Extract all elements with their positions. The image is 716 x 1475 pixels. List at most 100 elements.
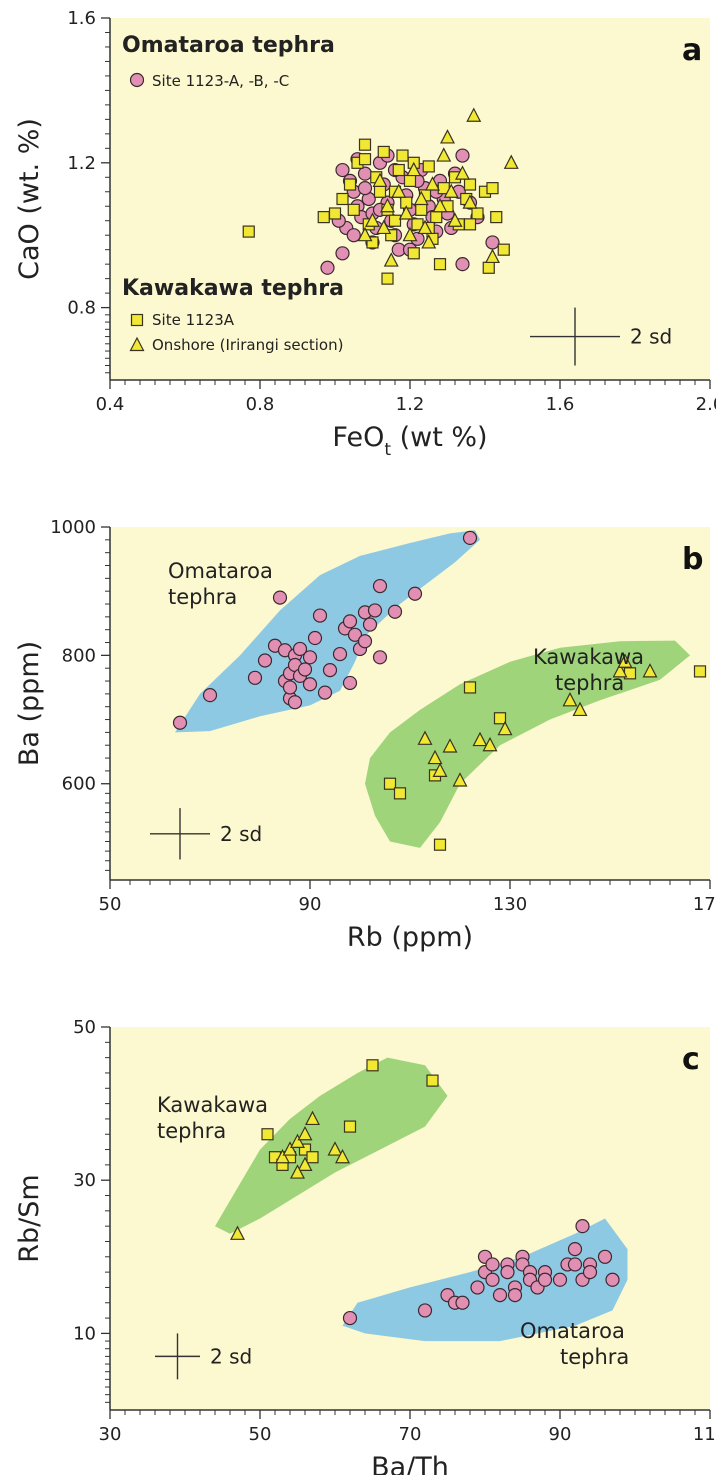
data-point-square	[373, 185, 387, 198]
data-point-circle	[347, 627, 363, 642]
data-point-circle	[335, 162, 350, 178]
data-point-triangle	[413, 190, 429, 206]
data-point-circle	[307, 630, 323, 646]
x-tick-label: 110	[693, 1424, 716, 1445]
data-point-circle	[257, 653, 273, 668]
data-point-square	[381, 272, 394, 285]
data-point-square	[343, 1120, 357, 1133]
data-point-circle	[492, 1287, 508, 1303]
data-point-circle	[342, 675, 358, 691]
data-point-triangle	[365, 212, 380, 227]
data-point-circle	[462, 530, 478, 546]
data-point-triangle	[327, 1141, 343, 1156]
data-point-triangle	[455, 165, 470, 180]
data-point-square	[471, 207, 484, 220]
data-point-circle	[272, 590, 288, 605]
data-point-triangle	[406, 161, 422, 177]
sd-label: 2 sd	[210, 1344, 252, 1368]
data-point-circle	[485, 235, 500, 250]
data-point-circle	[312, 608, 328, 623]
data-point-triangle	[503, 154, 519, 169]
x-tick-label: 0.4	[96, 394, 125, 415]
data-point-circle	[362, 617, 378, 632]
data-point-triangle	[572, 701, 588, 717]
data-point-square	[407, 247, 420, 260]
data-point-triangle	[432, 762, 448, 777]
panel-a: 0.4 0.8 1.2 1.6 2.0 0.8 1.2 1.6 FeOt (wt %) CaO (…	[14, 8, 716, 460]
x-axis-title: Ba/Th	[371, 1452, 449, 1475]
data-point-circle	[346, 228, 361, 243]
data-point-circle	[417, 1303, 433, 1318]
kawakawa-legend-entry-2: Onshore (Irirangi section)	[152, 336, 343, 354]
data-point-square	[493, 712, 507, 725]
data-point-square	[306, 1151, 319, 1164]
data-point-square	[463, 218, 477, 231]
panel-letter: c	[682, 1042, 700, 1077]
kawakawa-field	[365, 640, 690, 848]
data-point-triangle	[357, 226, 373, 242]
series-triangle	[417, 653, 658, 787]
data-point-square	[430, 211, 443, 224]
omataroa-field-label-2: tephra	[168, 585, 237, 609]
data-point-triangle	[297, 1125, 313, 1141]
data-point-circle	[302, 650, 318, 665]
data-point-triangle	[372, 172, 388, 187]
data-point-triangle	[282, 1141, 298, 1156]
data-point-triangle	[335, 1148, 350, 1164]
data-point-triangle	[417, 730, 433, 745]
data-point-square	[403, 174, 417, 187]
data-point-circle	[387, 604, 403, 619]
omataroa-field-label-1: Omataroa	[520, 1319, 625, 1343]
kawakawa-field-label-1: Kawakawa	[533, 645, 644, 669]
data-point-triangle	[290, 1133, 305, 1149]
y-axis-title: CaO (wt. %)	[14, 118, 45, 280]
x-axis-title: FeOt (wt %)	[332, 422, 487, 460]
data-point-circle	[455, 148, 470, 163]
x-axis-title: Rb (ppm)	[347, 922, 473, 953]
data-point-circle	[342, 1310, 358, 1326]
data-point-circle	[335, 246, 350, 261]
data-point-triangle	[417, 219, 433, 235]
data-point-square	[317, 211, 330, 224]
x-tick-label: 1.6	[546, 394, 575, 415]
data-point-triangle	[305, 1110, 320, 1126]
x-axis-title-unit: (wt %)	[391, 422, 488, 453]
data-point-square	[130, 313, 144, 327]
data-point-triangle	[440, 129, 455, 144]
data-point-circle	[470, 1280, 485, 1295]
data-point-square	[343, 178, 357, 191]
data-point-circle	[605, 1272, 620, 1287]
y-tick-label: 30	[73, 1170, 96, 1191]
data-point-circle	[500, 1265, 515, 1280]
sd-label: 2 sd	[630, 325, 672, 349]
data-point-triangle	[402, 226, 418, 242]
x-tick-label: 50	[249, 1424, 272, 1445]
data-point-square	[347, 203, 360, 216]
x-tick-label: 90	[299, 894, 322, 915]
data-point-triangle	[447, 212, 463, 227]
data-point-circle	[302, 677, 318, 692]
data-point-square	[358, 153, 372, 166]
omataroa-field-label-1: Omataroa	[168, 559, 273, 583]
x-tick-label: 30	[99, 1424, 122, 1445]
y-tick-label: 800	[62, 645, 96, 666]
data-point-triangle	[472, 731, 488, 747]
data-point-circle	[287, 695, 303, 710]
data-point-triangle	[421, 234, 437, 249]
omataroa-legend-title: Omataroa tephra	[122, 33, 335, 58]
data-point-square	[385, 229, 398, 242]
data-point-circle	[357, 166, 373, 181]
data-point-triangle	[129, 336, 145, 352]
data-point-square	[393, 787, 407, 800]
data-point-triangle	[466, 107, 482, 122]
y-tick-label: 1.2	[67, 153, 96, 174]
panel-b: 50 90 130 170 600 800 1000 Rb (ppm) Ba (ppm) b 2 s…	[14, 517, 716, 953]
data-point-circle	[537, 1272, 553, 1287]
data-point-triangle	[290, 1164, 305, 1179]
x-tick-label: 170	[693, 894, 716, 915]
y-tick-label: 50	[73, 1017, 96, 1038]
data-point-circle	[567, 1257, 583, 1272]
data-point-triangle	[443, 183, 459, 198]
y-axis-title: Rb/Sm	[14, 1174, 45, 1262]
